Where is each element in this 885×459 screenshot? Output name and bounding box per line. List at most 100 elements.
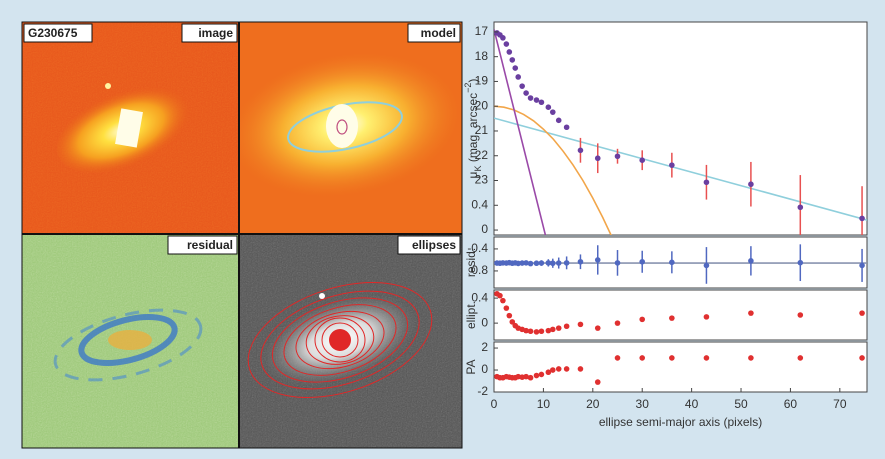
data-point [523, 260, 529, 266]
data-point [503, 305, 510, 311]
data-point [797, 204, 804, 211]
data-point [594, 257, 601, 263]
y-tick-label: 0.4 [471, 197, 488, 211]
galaxy-id: G230675 [28, 26, 78, 40]
data-point [859, 355, 865, 361]
data-point [545, 104, 552, 110]
y-tick-label: 17 [475, 24, 489, 38]
y-axis-label-part: PA [464, 359, 478, 374]
data-point [797, 312, 804, 318]
data-point [555, 325, 562, 331]
data-point [533, 97, 540, 103]
data-point [594, 325, 601, 331]
data-point [669, 315, 675, 321]
ellipses-panel [239, 234, 462, 448]
data-point [549, 367, 556, 373]
data-point [797, 355, 804, 361]
y-tick-label: 18 [475, 49, 489, 63]
y-axis-label-part: ellipt. [464, 301, 478, 329]
x-tick-label: 70 [833, 397, 847, 411]
y-axis-label: ellipt. [464, 301, 478, 329]
data-point [519, 260, 525, 266]
y-tick-label: 2 [481, 340, 488, 354]
data-point [563, 260, 570, 266]
y-axis-label-part: K [473, 166, 483, 172]
data-point [563, 124, 570, 131]
x-tick-label: 40 [685, 397, 699, 411]
data-point [639, 355, 646, 361]
plot-area [493, 21, 868, 236]
data-point [614, 355, 621, 361]
data-point [669, 259, 675, 266]
data-point [703, 262, 710, 269]
data-point [538, 260, 545, 266]
data-point [859, 215, 865, 222]
data-point [577, 321, 584, 328]
model-line [494, 29, 547, 235]
y-tick-label: 23 [475, 173, 489, 187]
y-tick-label: 0 [481, 222, 488, 236]
x-tick-label: 30 [636, 397, 650, 411]
y-axis-label-part: ) [466, 79, 480, 83]
data-point [563, 366, 570, 372]
data-point [538, 328, 545, 335]
y-tick-label: 0 [481, 315, 488, 329]
y-axis-label-part: (mag. arcsec [466, 93, 480, 166]
data-point [533, 372, 540, 379]
data-point [545, 260, 552, 266]
y-axis-label-part: resid. [464, 248, 478, 277]
x-tick-label: 10 [537, 397, 551, 411]
data-point [748, 258, 754, 264]
data-point [497, 292, 503, 299]
data-point [519, 83, 525, 89]
data-point [577, 147, 584, 154]
data-point [509, 319, 516, 325]
y-axis-label: resid. [464, 248, 478, 277]
data-point [639, 258, 646, 265]
data-point [577, 366, 584, 372]
x-tick-label: 50 [734, 397, 748, 411]
data-point [509, 57, 516, 63]
data-point [748, 181, 754, 188]
data-point [500, 35, 506, 41]
data-point [639, 157, 646, 164]
data-point [515, 74, 522, 80]
data-point [748, 310, 754, 316]
plot-area [493, 289, 868, 341]
data-point [614, 320, 621, 326]
data-point [555, 366, 562, 372]
data-point [512, 65, 519, 71]
data-point [533, 329, 540, 335]
residual-panel [22, 234, 239, 448]
data-point [669, 355, 675, 361]
plot-content [494, 244, 867, 284]
data-point [577, 258, 584, 265]
y-tick-label: -2 [477, 384, 488, 398]
y-tick-label: 19 [475, 74, 489, 88]
x-tick-label: 60 [784, 397, 798, 411]
x-tick-label: 0 [491, 397, 498, 411]
data-point [703, 314, 710, 320]
image-panels: G230675 image model residual ellipses [21, 21, 463, 449]
data-point [563, 323, 570, 330]
y-tick-label: 0 [481, 362, 488, 376]
data-point [748, 355, 754, 361]
data-point [703, 179, 710, 186]
data-point [555, 260, 562, 266]
y-axis-label: PA [464, 359, 478, 374]
data-point [703, 355, 710, 361]
y-tick-label: 0.4 [471, 290, 488, 304]
y-tick-label: 20 [475, 98, 489, 112]
data-point [594, 155, 601, 162]
data-point [594, 379, 601, 385]
data-point [669, 162, 675, 168]
plot-area [493, 341, 868, 393]
data-point [614, 260, 621, 266]
y-axis-label-part: μ [466, 171, 480, 178]
data-point [859, 310, 865, 316]
model-line [494, 117, 867, 221]
data-point [549, 260, 556, 267]
data-point [555, 117, 562, 124]
